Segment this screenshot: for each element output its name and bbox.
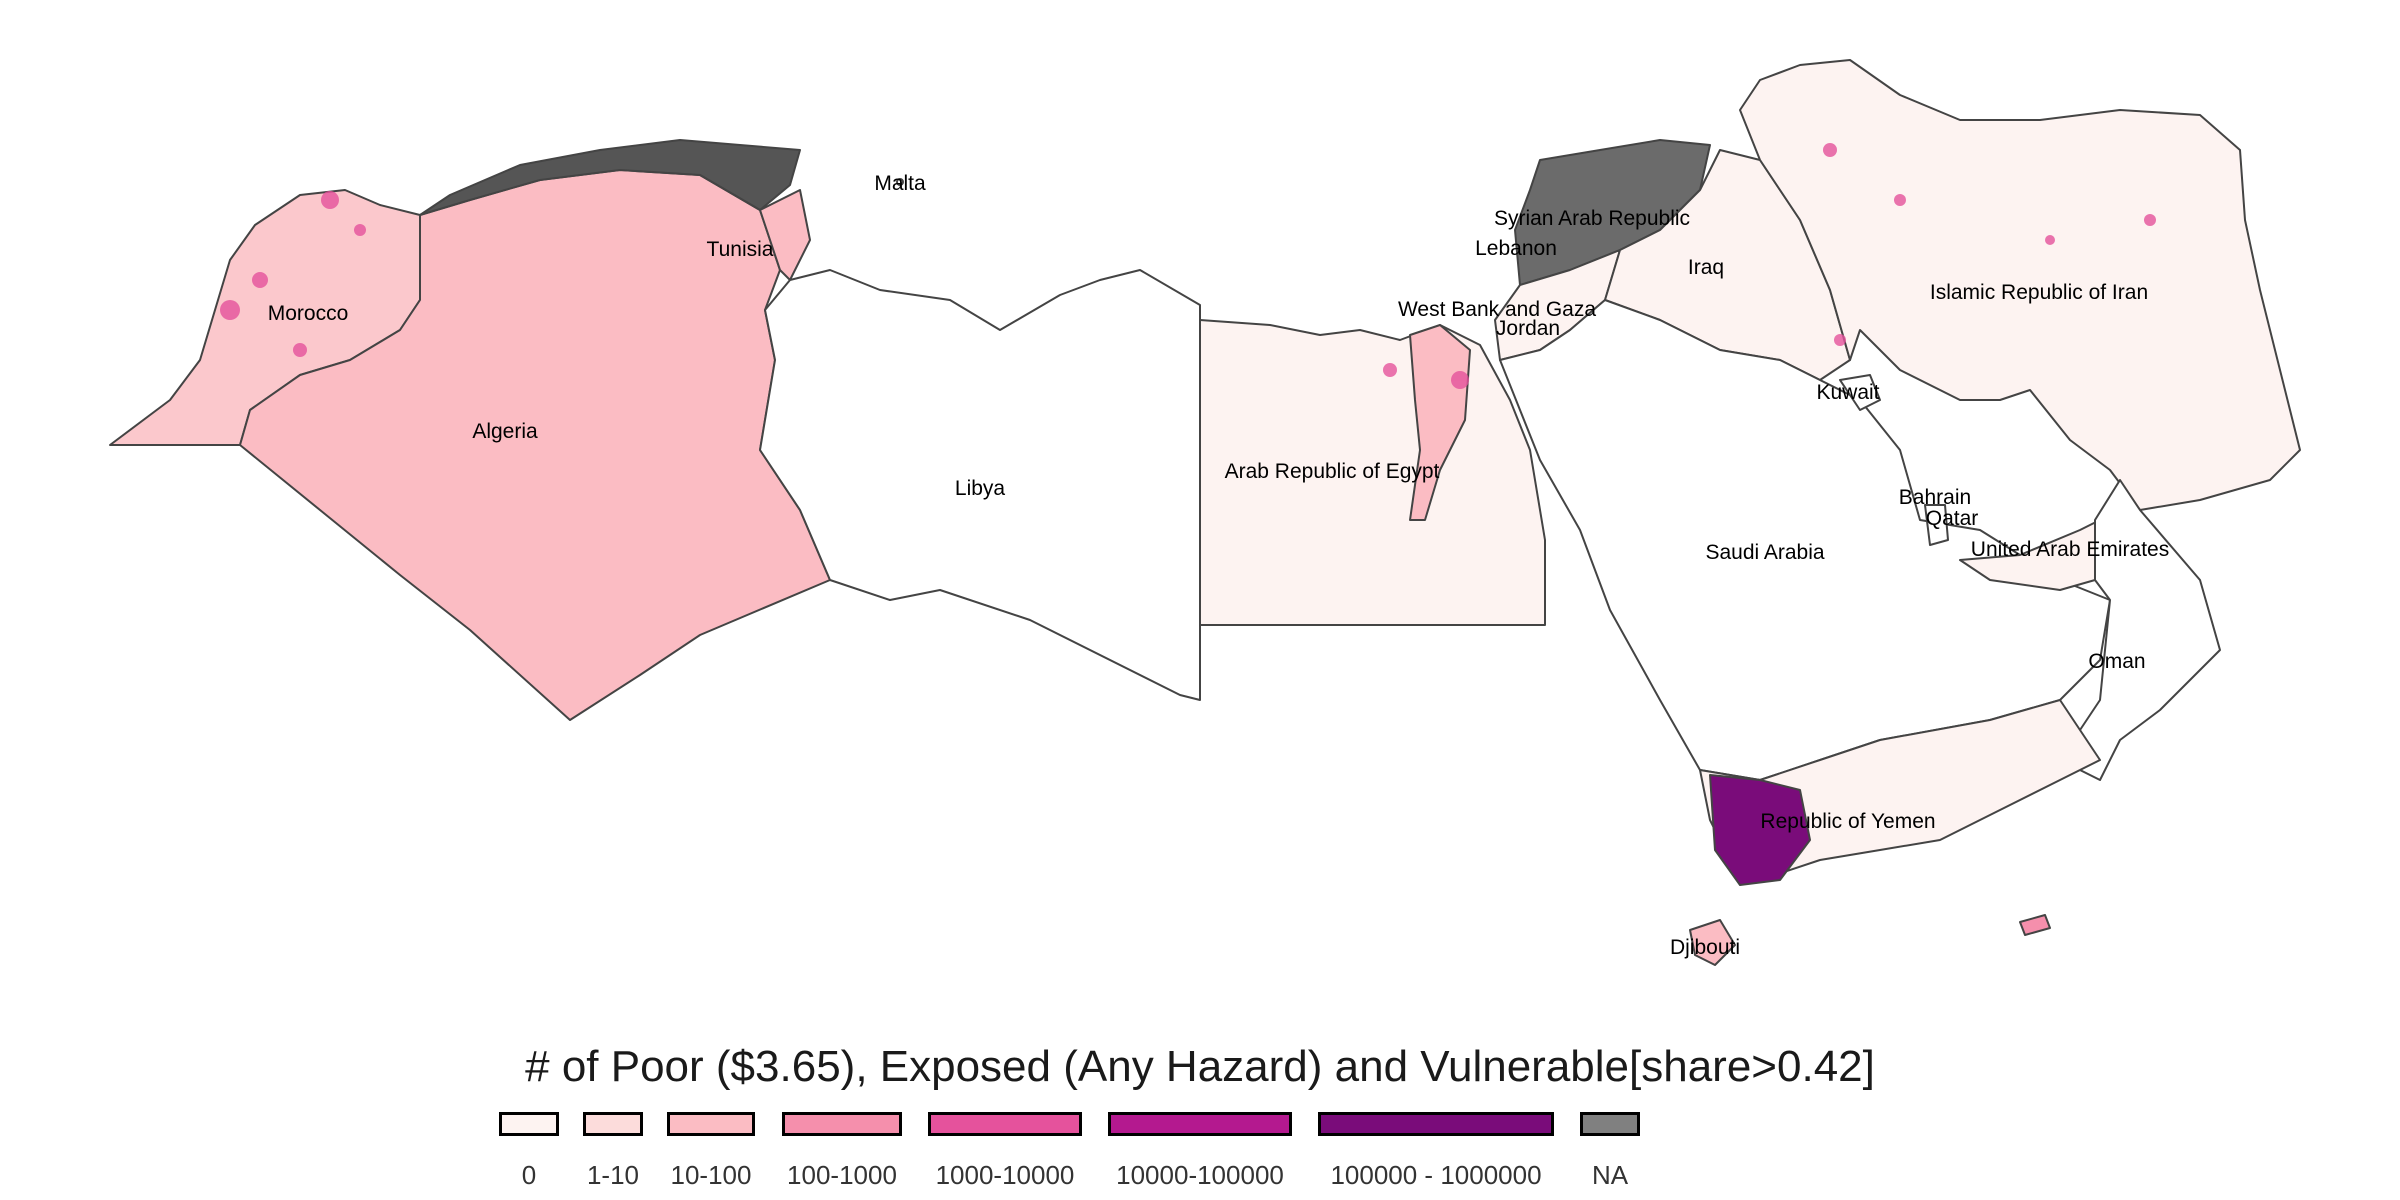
legend-label-1000-10000: 1000-10000 <box>935 1160 1075 1190</box>
label-saudi: Saudi Arabia <box>1705 541 1825 564</box>
label-westbank: West Bank and Gaza <box>1397 298 1597 321</box>
region-oman <box>2059 479 2221 781</box>
label-yemen: Republic of Yemen <box>1760 810 1936 833</box>
label-jordan: Jordan <box>1495 317 1561 340</box>
legend-label-100000-1000000: 100000 - 1000000 <box>1330 1160 1542 1190</box>
legend-key-10-100 <box>667 1112 755 1136</box>
legend-label-100-1000: 100-1000 <box>787 1160 897 1190</box>
region-tunisia <box>419 139 801 216</box>
region-socotra <box>2019 914 2051 936</box>
region-iran <box>1739 59 2301 511</box>
label-uae: United Arab Emirates <box>1970 538 2170 561</box>
label-algeria: Algeria <box>472 420 538 443</box>
choropleth-map <box>109 59 2301 966</box>
region-libya <box>759 269 1201 701</box>
region-malta <box>896 178 904 186</box>
legend-label-na: NA <box>1591 1160 1629 1190</box>
legend-key-1000-10000 <box>928 1112 1082 1136</box>
legend-key-10000-100000 <box>1108 1112 1292 1136</box>
legend-key-100-1000 <box>782 1112 902 1136</box>
region-qatar <box>1924 504 1949 546</box>
legend-key-0 <box>499 1112 559 1136</box>
label-iran: Islamic Republic of Iran <box>1929 281 2149 304</box>
region-djibouti <box>1689 919 1736 966</box>
legend-key-100000-1000000 <box>1318 1112 1554 1136</box>
label-iraq: Iraq <box>1687 256 1725 279</box>
legend-key-1-10 <box>583 1112 643 1136</box>
label-tunisia: Tunisia <box>706 238 774 261</box>
label-syria: Syrian Arab Republic <box>1493 207 1691 230</box>
label-kuwait: Kuwait <box>1816 381 1880 404</box>
label-egypt: Arab Republic of Egypt <box>1224 460 1440 483</box>
region-yemen-west <box>1709 774 1811 886</box>
label-libya: Libya <box>954 477 1006 500</box>
legend-label-10000-100000: 10000-100000 <box>1116 1160 1284 1190</box>
legend-title: # of Poor ($3.65), Exposed (Any Hazard) … <box>525 1042 1875 1091</box>
legend-label-1-10: 1-10 <box>586 1160 640 1190</box>
label-morocco: Morocco <box>267 302 349 325</box>
label-oman: Oman <box>2088 650 2146 673</box>
label-djibouti: Djibouti <box>1669 936 1741 959</box>
region-tunisia-south <box>699 174 811 281</box>
legend-label-0: 0 <box>521 1160 537 1190</box>
legend-label-10-100: 10-100 <box>670 1160 752 1190</box>
label-bahrain: Bahrain <box>1898 486 1972 509</box>
label-malta: Malta <box>874 172 926 195</box>
label-qatar: Qatar <box>1925 507 1979 530</box>
label-lebanon: Lebanon <box>1475 237 1557 260</box>
legend-key-na <box>1580 1112 1640 1136</box>
region-kuwait <box>1839 374 1881 411</box>
